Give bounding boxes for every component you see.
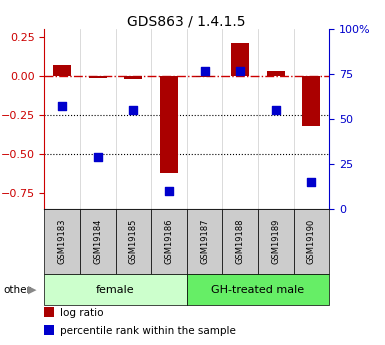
Text: GSM19189: GSM19189 (271, 219, 280, 264)
Text: GSM19187: GSM19187 (200, 219, 209, 264)
Bar (89, 76, 107, 78)
Point (59, 104, 65, 109)
Bar (293, 209, 329, 274)
Text: GSM19185: GSM19185 (129, 219, 138, 264)
Text: log ratio: log ratio (60, 308, 104, 317)
Bar (124, 76, 142, 79)
Bar (53, 65, 71, 76)
Bar (258, 209, 294, 274)
Bar (116, 209, 151, 274)
Bar (267, 71, 285, 76)
Text: GSM19190: GSM19190 (307, 219, 316, 264)
Point (166, 188, 172, 194)
Point (237, 68, 243, 73)
Point (95, 154, 101, 159)
Title: GDS863 / 1.4.1.5: GDS863 / 1.4.1.5 (127, 14, 246, 28)
Bar (44, 307, 54, 317)
Text: GSM19188: GSM19188 (236, 219, 244, 264)
Bar (196, 76, 213, 77)
Text: GH-treated male: GH-treated male (211, 285, 305, 295)
Text: GSM19183: GSM19183 (58, 219, 67, 264)
Text: percentile rank within the sample: percentile rank within the sample (60, 326, 236, 335)
Text: ▶: ▶ (28, 285, 36, 295)
Text: GSM19186: GSM19186 (164, 219, 173, 264)
Point (273, 107, 279, 113)
Bar (187, 274, 329, 305)
Bar (231, 43, 249, 76)
Bar (44, 274, 187, 305)
Text: GSM19184: GSM19184 (93, 219, 102, 264)
Point (130, 107, 136, 113)
Bar (160, 76, 178, 173)
Point (308, 179, 315, 185)
Bar (303, 76, 320, 126)
Bar (44, 209, 80, 274)
Text: other: other (4, 285, 32, 295)
Bar (187, 209, 223, 274)
Bar (44, 325, 54, 335)
Bar (151, 209, 187, 274)
Bar (80, 209, 116, 274)
Point (201, 68, 208, 73)
Bar (223, 209, 258, 274)
Text: female: female (96, 285, 135, 295)
